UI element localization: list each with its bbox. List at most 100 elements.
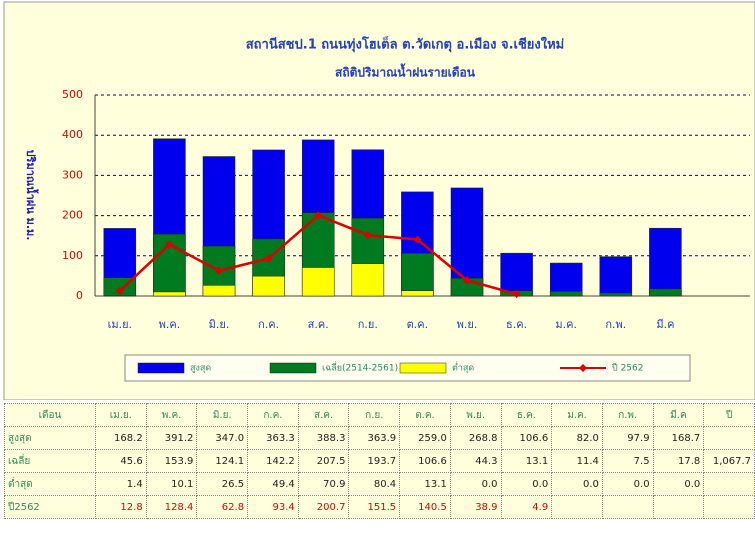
line-marker (115, 286, 124, 295)
bar (252, 275, 285, 297)
table-cell: 97.9 (601, 426, 654, 450)
table-cell: 13.1 (500, 449, 553, 473)
x-tick-label: พ.ค. (159, 318, 181, 331)
table-cell (703, 472, 755, 496)
bar (401, 290, 434, 297)
x-tick-label: ม.ค. (555, 318, 577, 331)
row-label: ปี2562 (4, 495, 96, 519)
y-tick-label: 0 (76, 289, 83, 302)
x-tick-label: ก.ค. (258, 318, 279, 331)
table-cell: 13.1 (399, 472, 451, 496)
line-marker (215, 266, 223, 275)
legend-label: เฉลี่ย(2514-2561) (322, 361, 398, 374)
legend-label: ปี 2562 (612, 363, 644, 374)
table-cell: 151.5 (348, 495, 401, 519)
table-cell: 80.4 (348, 472, 401, 496)
legend-swatch (399, 362, 447, 374)
table-cell (703, 495, 755, 519)
y-tick-label: 300 (62, 168, 83, 181)
table-cell: ม.ค. (551, 403, 603, 427)
table-cell (703, 426, 755, 450)
table-cell: 44.3 (449, 449, 502, 473)
table-cell: ต.ค. (399, 403, 451, 427)
table-cell: 168.7 (652, 426, 705, 450)
line-marker (363, 231, 372, 240)
legend-label: สูงสุด (190, 364, 211, 374)
table-cell: ก.ย. (348, 403, 401, 427)
table-cell: มิ.ย. (196, 403, 249, 427)
table-cell: มี.ค (652, 403, 705, 427)
table-cell: 82.0 (551, 426, 603, 450)
table-cell (551, 495, 603, 519)
bar (500, 252, 533, 297)
table-cell: พ.ย. (449, 403, 502, 427)
table-cell: 10.1 (145, 472, 198, 496)
table-cell: 0.0 (652, 472, 705, 496)
table-cell: 38.9 (449, 495, 502, 519)
legend-label: ต่ำสุด (452, 361, 474, 374)
table-cell: 11.4 (551, 449, 603, 473)
table-cell: 1.4 (95, 472, 147, 496)
legend-swatch (579, 364, 587, 372)
table-cell: ธ.ค. (500, 403, 553, 427)
table-cell: 142.2 (247, 449, 299, 473)
row-label: เฉลี่ย (4, 449, 96, 473)
bar (301, 267, 335, 297)
table-cell: 391.2 (145, 426, 198, 450)
table-cell: 70.9 (297, 472, 350, 496)
x-tick-label: ต.ค. (407, 318, 429, 331)
y-tick-label: 200 (62, 209, 83, 222)
table-cell (601, 495, 654, 519)
bar (549, 291, 583, 297)
table-cell: 26.5 (196, 472, 249, 496)
table-row: ต่ำสุด 1.4 10.1 26.5 49.4 70.9 80.4 13.1 0.0 0.0 0… (4, 472, 755, 496)
bar (549, 262, 583, 297)
table-cell: 106.6 (500, 426, 553, 450)
table-cell: 124.1 (196, 449, 249, 473)
table-cell: ส.ค. (297, 403, 350, 427)
table-cell: 45.6 (95, 449, 147, 473)
table-cell: เม.ย. (95, 403, 147, 427)
table-cell: 1,067.7 (703, 449, 755, 473)
table-cell: 93.4 (247, 495, 299, 519)
x-tick-label: พ.ย. (457, 318, 478, 331)
table-cell: ปี (703, 403, 755, 427)
bar (401, 252, 434, 297)
table-cell: 363.9 (348, 426, 401, 450)
chart: สถานีสชป.1 ถนนทุ่งโฮเต็ล ต.วัดเกตุ อ.เมื… (3, 1, 755, 400)
table-cell: 0.0 (449, 472, 502, 496)
row-label: สูงสุด (4, 426, 96, 450)
table-cell: 62.8 (196, 495, 249, 519)
table-cell: 388.3 (297, 426, 350, 450)
bar (103, 295, 137, 297)
bar (202, 285, 236, 297)
line-marker (314, 211, 323, 220)
y-tick-label: 100 (62, 249, 83, 262)
x-tick-label: มิ.ย. (209, 318, 230, 331)
y-tick-label: 500 (62, 88, 83, 101)
table-cell: 347.0 (196, 426, 249, 450)
bar (153, 291, 186, 297)
table-cell: 268.8 (449, 426, 502, 450)
table-cell: 17.8 (652, 449, 705, 473)
x-tick-label: ก.พ. (605, 318, 626, 331)
table-cell: 363.3 (247, 426, 299, 450)
chart-title: สถานีสชป.1 ถนนทุ่งโฮเต็ล ต.วัดเกตุ อ.เมื… (246, 35, 565, 53)
y-axis-label: ปริมาณน้ำฝน ม.ม. (24, 150, 39, 241)
table-cell: 0.0 (601, 472, 654, 496)
table-cell: พ.ค. (145, 403, 198, 427)
bar (599, 256, 633, 297)
y-tick-label: 400 (62, 128, 83, 141)
line-marker (512, 290, 521, 299)
row-label: ต่ำสุด (4, 472, 96, 496)
legend-swatch (269, 362, 317, 374)
table-cell: 259.0 (399, 426, 451, 450)
table-cell: 12.8 (95, 495, 147, 519)
line-marker (165, 240, 174, 249)
table-row: ปี2562 12.8 128.4 62.8 93.4 200.7 151.5 140.5 38… (4, 495, 755, 519)
bar (649, 288, 682, 297)
bar (599, 292, 633, 297)
data-table: เดือน เม.ย. พ.ค. มิ.ย. ก.ค. ส.ค. ก.ย. ต.ค. พ.ย. ธ… (4, 403, 755, 519)
table-cell: ก.พ. (601, 403, 654, 427)
